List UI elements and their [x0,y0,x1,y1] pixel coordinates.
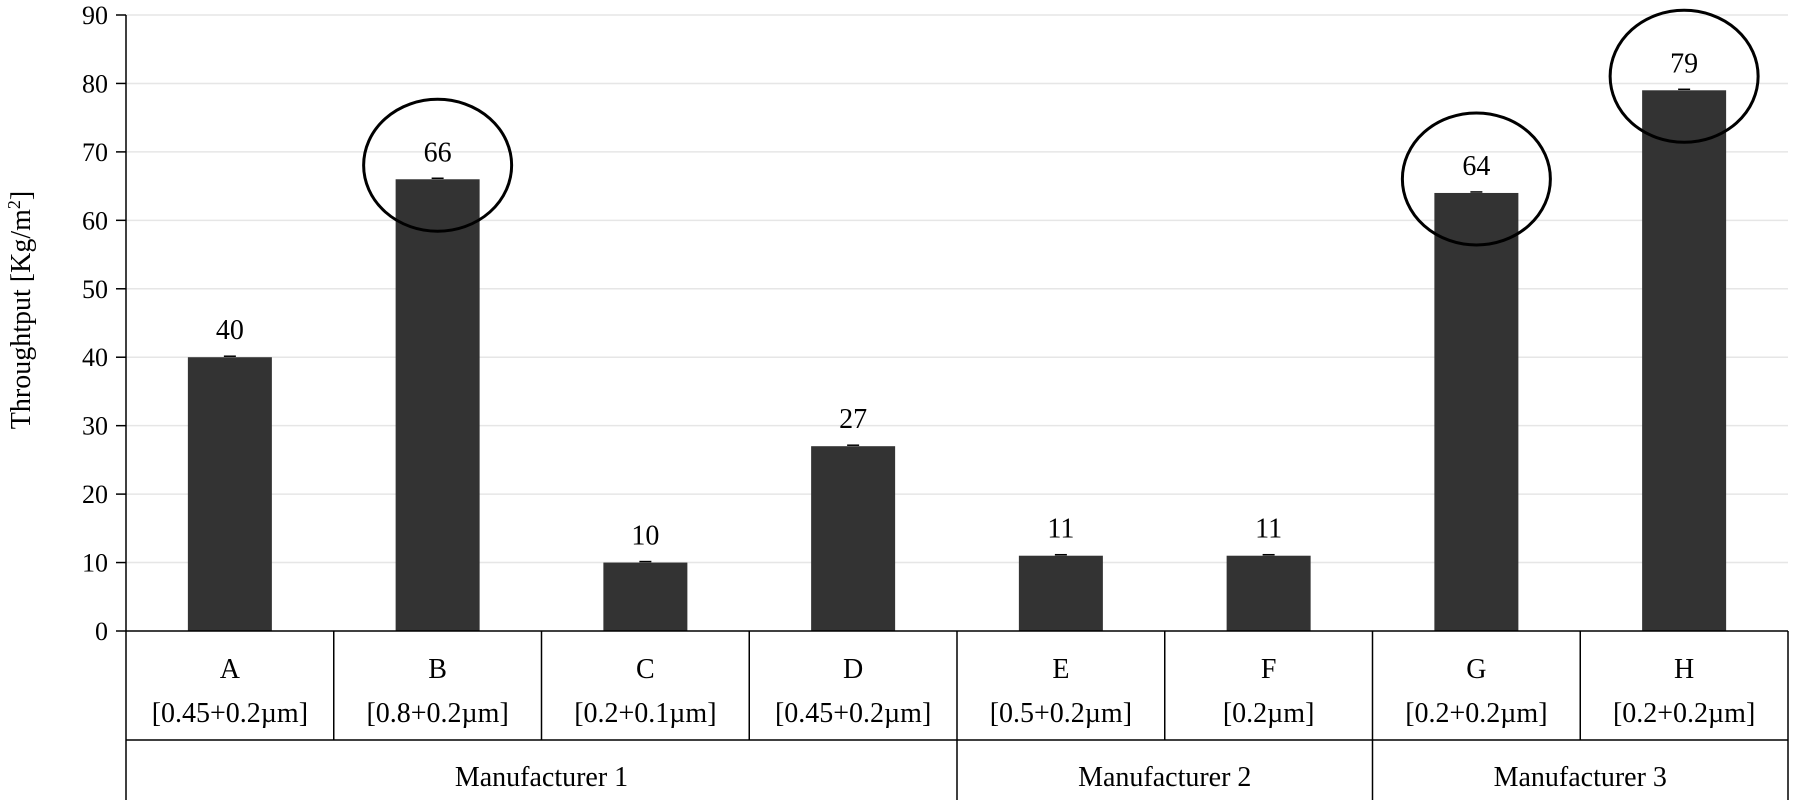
category-sublabel-F: [0.2µm] [1223,698,1315,729]
gridlines [126,14,1788,564]
bar-C [603,562,688,631]
y-tick-label: 40 [82,343,108,372]
bar-A [187,357,272,631]
y-tick-label: 60 [82,206,108,235]
y-tick-label: 20 [82,480,108,509]
bar-D [811,446,896,631]
data-label-F: 11 [1255,514,1282,545]
data-label-E: 11 [1047,514,1074,545]
category-label-C: C [636,654,655,685]
y-axis-title: Throughtput [Kg/m2] [4,191,37,429]
axes [116,14,1789,800]
y-tick-label: 50 [82,275,108,304]
category-sublabel-D: [0.45+0.2µm] [775,698,931,729]
y-tick-label: 10 [82,549,108,578]
data-label-A: 40 [216,315,244,346]
data-label-G: 64 [1462,151,1490,182]
category-label-A: A [220,654,241,685]
data-label-B: 66 [424,137,452,168]
data-labels: 40 66 10 27 11 11 64 79 [216,48,1698,551]
highlight-circle-G [1400,111,1552,247]
y-tick-label: 0 [95,617,108,646]
data-label-C: 10 [631,521,659,552]
highlight-circles [362,8,1760,247]
category-sublabel-E: [0.5+0.2µm] [990,698,1132,729]
bar-F [1226,555,1311,631]
group-label: Manufacturer 2 [1078,762,1251,793]
bar-H [1642,90,1727,632]
bars [187,88,1727,632]
y-tick-label: 90 [82,1,108,30]
group-labels: Manufacturer 1 Manufacturer 2 Manufacturer… [455,762,1667,793]
group-label: Manufacturer 3 [1494,762,1667,793]
data-label-D: 27 [839,404,867,435]
group-label: Manufacturer 1 [455,762,628,793]
bar-B [395,179,480,631]
category-sublabel-H: [0.2+0.2µm] [1613,698,1755,729]
category-sublabel-B: [0.8+0.2µm] [366,698,508,729]
category-label-F: F [1261,654,1277,685]
bar-E [1018,555,1103,631]
category-labels: A [0.45+0.2µm] B [0.8+0.2µm] C [0.2+0.1µm] D [0… [152,654,1756,729]
category-sublabel-G: [0.2+0.2µm] [1405,698,1547,729]
y-tick-label: 80 [82,69,108,98]
y-tick-label: 30 [82,412,108,441]
category-sublabel-A: [0.45+0.2µm] [152,698,308,729]
category-label-G: G [1466,654,1486,685]
highlight-circle-H [1608,8,1760,144]
data-label-H: 79 [1670,48,1698,79]
category-sublabel-C: [0.2+0.1µm] [574,698,716,729]
category-label-H: H [1674,654,1694,685]
category-label-E: E [1052,654,1069,685]
bar-G [1434,192,1519,631]
highlight-circle-B [362,97,514,233]
y-tick-labels: 0 10 20 30 40 50 60 70 80 90 [82,1,108,646]
category-label-B: B [428,654,447,685]
category-label-D: D [843,654,863,685]
y-tick-label: 70 [82,138,108,167]
